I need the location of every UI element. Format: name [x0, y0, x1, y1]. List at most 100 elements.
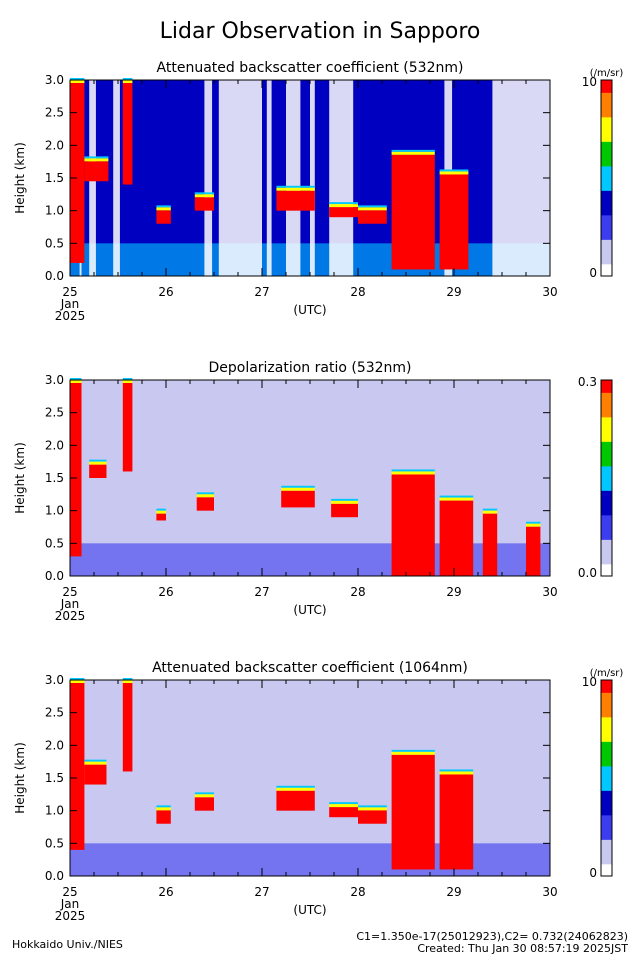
- colorbar-step: [601, 519, 612, 523]
- cloud-layer: [84, 764, 107, 785]
- cloud-layer: [281, 490, 315, 508]
- x-tick-label: 30: [542, 585, 557, 599]
- colorbar-step: [601, 411, 612, 415]
- colorbar-step: [601, 817, 612, 821]
- colorbar-step: [601, 224, 612, 228]
- colorbar-step: [601, 214, 612, 218]
- colorbar-step: [601, 229, 612, 233]
- colorbar-step: [601, 80, 612, 84]
- colorbar-step: [601, 802, 612, 806]
- colorbar-step: [601, 446, 612, 450]
- colorbar-step: [601, 114, 612, 118]
- colorbar-max-label: 0.3: [578, 375, 597, 389]
- colorbar-step: [601, 775, 612, 779]
- colorbar-step: [601, 689, 612, 693]
- colorbar-step: [601, 492, 612, 496]
- colorbar-step: [601, 187, 612, 191]
- colorbar-step: [601, 268, 612, 272]
- colorbar-step: [601, 534, 612, 538]
- cloud-edge: [439, 169, 469, 172]
- no-signal-span: [218, 80, 262, 276]
- colorbar-step: [601, 551, 612, 555]
- no-signal-span: [310, 80, 315, 276]
- cloud-edge: [122, 78, 133, 80]
- panel-2: Depolarization ratio (532nm) 0.0 0.5 1.0 1.5…: [13, 360, 613, 623]
- cloud-layer: [329, 807, 358, 818]
- x-tick-label: 25: [62, 885, 77, 899]
- no-signal-span: [204, 80, 213, 276]
- cloud-layer: [439, 174, 469, 270]
- cloud-edge: [122, 680, 133, 683]
- colorbar-step: [601, 729, 612, 733]
- cloud-layer: [122, 83, 133, 185]
- date-month-label: Jan: [60, 297, 80, 311]
- x-tick-label: 29: [446, 885, 461, 899]
- colorbar-step: [601, 165, 612, 169]
- colorbar-min-label: 0.0: [578, 566, 597, 580]
- colorbar-max-label: 10: [582, 675, 597, 689]
- panel-title: Attenuated backscatter coefficient (1064…: [152, 660, 468, 676]
- x-axis-label: (UTC): [293, 303, 326, 317]
- cloud-edge: [194, 794, 214, 798]
- cloud-edge: [329, 202, 358, 205]
- colorbar-step: [601, 849, 612, 853]
- colorbar-step: [601, 87, 612, 91]
- colorbar-step: [601, 748, 612, 752]
- cloud-layer: [482, 513, 498, 576]
- colorbar-step: [601, 416, 612, 420]
- cloud-edge: [276, 787, 315, 791]
- colorbar-step: [601, 507, 612, 511]
- colorbar-step: [601, 716, 612, 720]
- colorbar-step: [601, 527, 612, 531]
- colorbar-frame: [600, 79, 613, 277]
- colorbar-step: [601, 804, 612, 808]
- colorbar-step: [601, 871, 612, 875]
- colorbar-step: [601, 227, 612, 231]
- colorbar-step: [601, 163, 612, 167]
- cloud-layer: [156, 210, 171, 224]
- colorbar-frame: [600, 679, 613, 877]
- colorbar-step: [601, 111, 612, 115]
- cloud-layer: [358, 810, 387, 824]
- colorbar-step: [601, 514, 612, 518]
- colorbar-step: [601, 256, 612, 260]
- colorbar-step: [601, 138, 612, 142]
- colorbar-step: [601, 866, 612, 870]
- no-signal-span: [113, 80, 120, 276]
- cloud-edge: [156, 205, 171, 208]
- colorbar-step: [601, 424, 612, 428]
- cloud-edge: [329, 802, 358, 805]
- colorbar-step: [601, 792, 612, 796]
- colorbar-step: [601, 790, 612, 794]
- cloud-edge: [439, 771, 474, 775]
- colorbar-step: [601, 702, 612, 706]
- footer-created: Created: Thu Jan 30 08:57:19 2025JST: [417, 942, 628, 955]
- x-tick-label: 26: [158, 585, 173, 599]
- colorbar-step: [601, 222, 612, 226]
- cloud-edge: [276, 185, 315, 188]
- y-axis-label: Height (km): [13, 742, 27, 813]
- colorbar-step: [601, 863, 612, 867]
- colorbar-step: [601, 455, 612, 459]
- cloud-edge: [482, 508, 498, 511]
- y-tick-label: 3.0: [45, 73, 64, 87]
- colorbar-step: [601, 380, 612, 384]
- y-tick-label: 1.5: [45, 171, 64, 185]
- panels: Attenuated backscatter coefficient (532n…: [13, 60, 623, 923]
- y-tick-label: 1.5: [45, 471, 64, 485]
- colorbar-step: [601, 460, 612, 464]
- colorbar-step: [601, 684, 612, 688]
- cloud-edge: [84, 759, 107, 762]
- colorbar-step: [601, 478, 612, 482]
- colorbar-step: [601, 807, 612, 811]
- cloud-layer: [122, 683, 133, 772]
- cloud-edge: [276, 187, 315, 191]
- colorbar-step: [601, 782, 612, 786]
- colorbar-max-label: 10: [582, 75, 597, 89]
- cloud-edge: [439, 171, 469, 175]
- colorbar-step: [601, 544, 612, 548]
- colorbar-step: [601, 160, 612, 164]
- colorbar-step: [601, 217, 612, 221]
- colorbar-step: [601, 175, 612, 179]
